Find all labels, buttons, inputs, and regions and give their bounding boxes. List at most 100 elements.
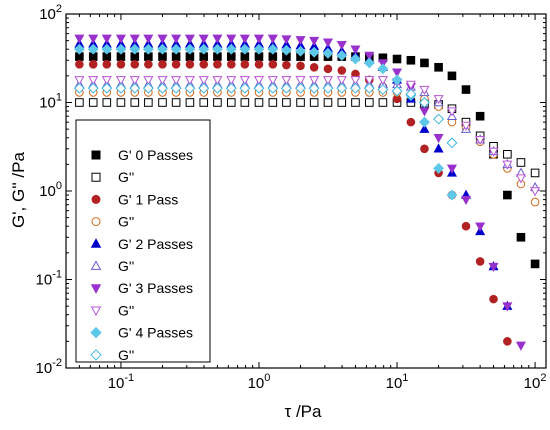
data-point (433, 133, 444, 144)
data-point (142, 82, 154, 94)
y-tick-label: 102 (39, 3, 62, 23)
data-point (171, 98, 181, 107)
data-point (446, 107, 457, 117)
data-point (336, 82, 348, 94)
data-point (158, 98, 167, 107)
data-point (363, 57, 375, 69)
data-point (336, 40, 347, 51)
data-point (239, 43, 251, 55)
legend-label: G'' (118, 302, 134, 318)
data-point (323, 98, 333, 107)
data-point (281, 35, 292, 45)
data-point (212, 76, 223, 86)
data-point (433, 143, 444, 153)
data-point (433, 113, 445, 125)
data-point (253, 76, 265, 86)
x-tick-label: 100 (248, 372, 271, 392)
data-point (365, 98, 374, 107)
data-point (461, 85, 471, 94)
series-6 (74, 34, 526, 351)
data-point (309, 76, 320, 86)
data-point (116, 60, 126, 69)
data-point (391, 85, 403, 97)
data-point (75, 60, 84, 69)
data-point (364, 51, 375, 61)
data-point (489, 294, 498, 304)
data-point (337, 98, 347, 107)
data-point (157, 82, 168, 94)
data-point (226, 98, 236, 107)
data-point (516, 158, 526, 167)
data-point (144, 98, 153, 107)
data-point (225, 43, 237, 55)
data-point (461, 221, 471, 231)
data-point (184, 82, 196, 94)
data-point (226, 34, 237, 44)
data-point (515, 341, 526, 351)
data-point (185, 60, 195, 69)
data-point (87, 43, 99, 55)
data-point (282, 60, 291, 70)
data-point (530, 187, 541, 197)
data-point (350, 45, 361, 55)
data-point (170, 82, 182, 94)
data-point (350, 76, 361, 86)
data-point (406, 117, 416, 127)
legend-marker (91, 194, 101, 204)
data-point (184, 43, 196, 55)
data-point (392, 54, 402, 64)
data-point (268, 98, 278, 107)
x-tick-label: 10-1 (108, 372, 134, 392)
data-point (460, 195, 472, 205)
legend-label: G'' (118, 258, 134, 274)
data-point (157, 34, 168, 44)
data-point (143, 76, 154, 86)
data-point (157, 43, 168, 55)
legend-label: G'' (118, 169, 134, 185)
legend-label: G' 2 Passes (118, 236, 193, 252)
data-point (488, 147, 499, 157)
data-point (239, 76, 250, 86)
data-point (419, 123, 430, 133)
y-tick-label: 10-1 (36, 269, 62, 289)
data-point (309, 62, 319, 72)
data-point (239, 34, 250, 44)
data-point (488, 262, 499, 272)
x-tick-label: 102 (524, 372, 547, 392)
x-tick-label: 101 (386, 372, 409, 392)
data-point (102, 60, 112, 69)
legend-label: G' 3 Passes (118, 280, 193, 296)
data-point (446, 189, 458, 201)
data-point (240, 98, 250, 107)
data-point (129, 34, 140, 44)
data-point (211, 82, 223, 94)
data-point (115, 43, 127, 55)
data-point (350, 53, 361, 65)
data-point (322, 47, 334, 59)
legend-marker (90, 326, 102, 339)
legend-marker (90, 306, 102, 317)
data-point (378, 98, 388, 107)
legend-box (75, 119, 211, 363)
data-point (198, 34, 209, 44)
data-point (87, 82, 99, 94)
data-point (447, 71, 457, 81)
data-point (434, 62, 443, 72)
data-point (337, 66, 347, 75)
data-point (88, 34, 99, 44)
legend-label: G' 0 Passes (118, 147, 193, 163)
data-point (475, 135, 486, 146)
data-point (253, 43, 265, 55)
data-point (130, 60, 140, 69)
data-point (309, 98, 319, 107)
data-point (239, 82, 251, 94)
legend-label: G'' (118, 214, 134, 230)
axis-ticks: 10-1 100 101 102 10-2 10-1 100 101 102 (36, 3, 547, 392)
data-point (240, 60, 250, 69)
data-point (101, 76, 112, 86)
data-point (433, 162, 445, 174)
data-point (308, 46, 320, 58)
data-point (418, 97, 430, 108)
data-point (419, 107, 430, 117)
data-point (281, 76, 292, 86)
